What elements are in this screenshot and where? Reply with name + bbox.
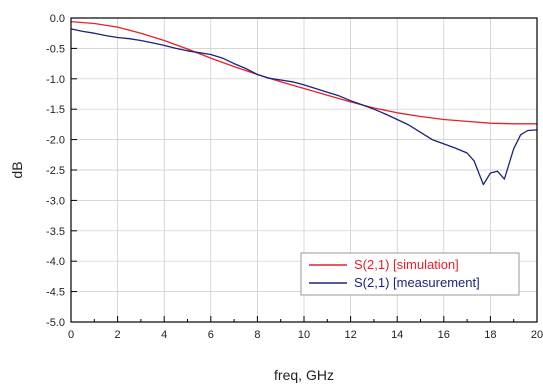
y-axis-title: dB [9, 161, 25, 178]
x-tick-label: 2 [115, 329, 121, 341]
y-tick-label: -4.0 [46, 256, 65, 268]
series-line-measurement [70, 28, 538, 186]
x-tick-label: 4 [161, 329, 167, 341]
y-tick-label: 0.0 [50, 13, 65, 25]
series-layer [70, 20, 538, 186]
x-tick-label: 6 [208, 329, 214, 341]
x-tick-label: 18 [484, 329, 496, 341]
x-tick-label: 8 [254, 329, 260, 341]
legend: S(2,1) [simulation] S(2,1) [measurement] [300, 252, 520, 296]
y-tick-label: -3.0 [46, 195, 65, 207]
x-tick-label: 12 [344, 329, 356, 341]
series-line-simulation [70, 20, 537, 125]
x-axis-title: freq, GHz [274, 367, 334, 383]
grid [71, 18, 537, 322]
tick-labels: 0 2 4 6 8 10 12 14 16 18 20 0.0 -0.5 -1.0 -1.5 -2.0 -2.5… [46, 13, 543, 341]
y-tick-label: -2.5 [46, 165, 65, 177]
x-tick-label: 10 [298, 329, 310, 341]
y-tick-label: -3.5 [46, 226, 65, 238]
y-tick-label: -5.0 [46, 317, 65, 329]
x-tick-label: 16 [438, 329, 450, 341]
x-tick-label: 0 [68, 329, 74, 341]
y-tick-label: -1.0 [46, 74, 65, 86]
legend-label-simulation: S(2,1) [simulation] [354, 257, 459, 272]
y-tick-label: -0.5 [46, 43, 65, 55]
legend-label-measurement: S(2,1) [measurement] [354, 275, 480, 290]
y-tick-label: -1.5 [46, 104, 65, 116]
legend-box [300, 252, 520, 296]
x-tick-label: 20 [531, 329, 543, 341]
x-tick-label: 14 [391, 329, 403, 341]
y-tick-label: -4.5 [46, 287, 65, 299]
y-tick-label: -2.0 [46, 135, 65, 147]
plot-frame [70, 17, 538, 323]
